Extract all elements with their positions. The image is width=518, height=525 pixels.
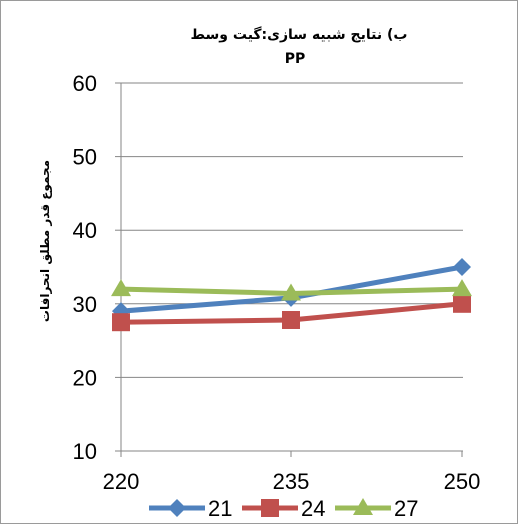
series-group [111, 258, 472, 332]
x-tick-label: 235 [273, 469, 310, 494]
axes [115, 82, 463, 457]
series-24 [112, 294, 471, 332]
y-tick-label: 40 [73, 218, 97, 243]
legend-label-21: 21 [208, 496, 232, 521]
legend-label-24: 24 [301, 496, 325, 521]
y-tick-label: 30 [73, 292, 97, 317]
data-point-27 [281, 283, 301, 301]
y-axis-label: مجموع قدر مطلق انحرافات [38, 160, 53, 322]
chart-title: ب) نتایج شبیه سازی:گیت وسط [191, 26, 408, 43]
y-tick-labels: 10 20 30 40 50 60 [73, 71, 97, 464]
legend-marker-21 [168, 499, 186, 517]
legend-marker-27 [353, 498, 373, 515]
legend-marker-24 [261, 499, 279, 517]
y-tick-label: 10 [73, 439, 97, 464]
gridlines [121, 82, 463, 452]
legend-item-27: 27 [335, 496, 418, 521]
legend-item-24: 24 [242, 496, 325, 521]
chart-subtitle: PP [285, 51, 306, 67]
y-tick-label: 50 [73, 145, 97, 170]
legend-item-21: 21 [149, 496, 232, 521]
y-tick-label: 20 [73, 365, 97, 390]
data-point-24 [112, 313, 130, 332]
data-point-27 [111, 279, 131, 297]
data-point-24 [282, 310, 300, 329]
legend: 21 24 27 [149, 496, 418, 521]
data-point-24 [453, 294, 471, 313]
y-tick-label: 60 [73, 71, 97, 96]
data-point-21 [453, 258, 471, 276]
data-point-27 [452, 279, 472, 297]
legend-label-27: 27 [394, 496, 418, 521]
series-27 [111, 279, 472, 301]
x-tick-label: 220 [103, 469, 140, 494]
x-tick-label: 250 [444, 469, 481, 494]
x-tick-labels: 220 235 250 [103, 469, 481, 494]
